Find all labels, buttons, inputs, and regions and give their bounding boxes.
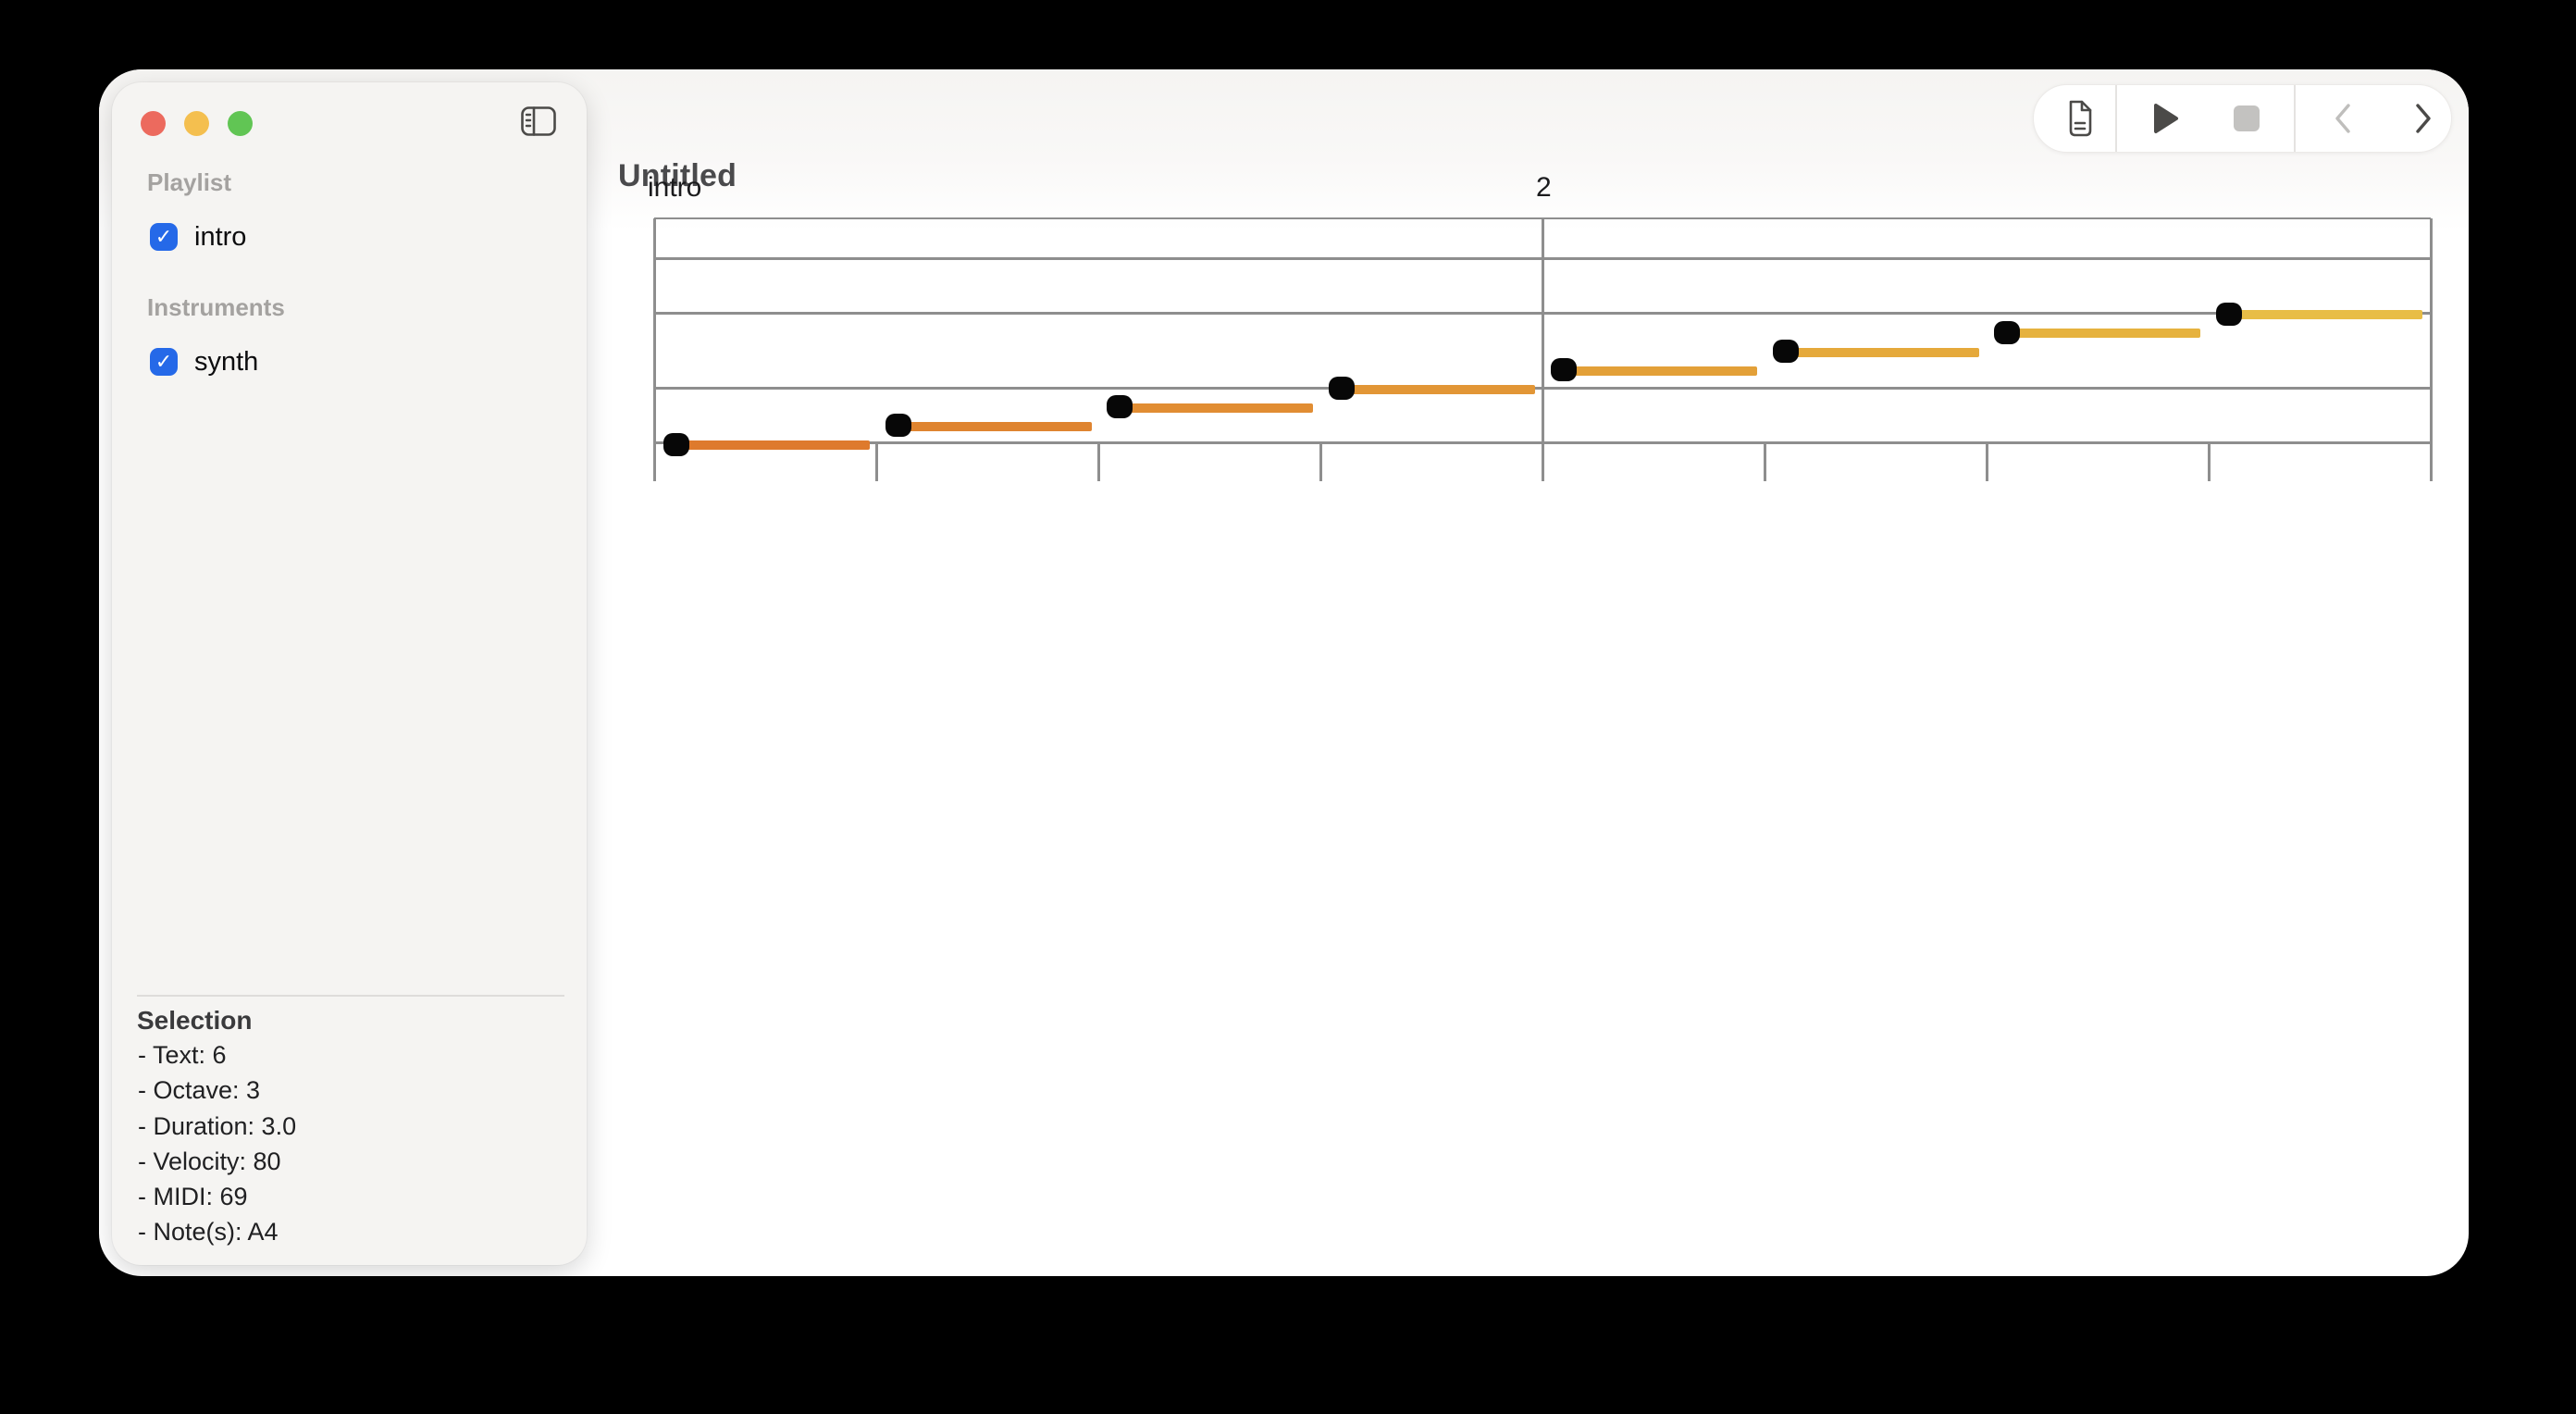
new-document-button[interactable]	[2043, 85, 2115, 152]
close-button[interactable]	[141, 111, 166, 136]
sidebar-toggle-button[interactable]	[521, 106, 556, 136]
sidebar-icon	[521, 106, 556, 136]
chevron-right-icon	[2413, 102, 2434, 135]
sidebar-item-intro[interactable]: ✓ intro	[150, 221, 246, 253]
grid-beat-tick	[1985, 442, 1988, 481]
play-button[interactable]	[2131, 85, 2201, 152]
toolbar	[2033, 84, 2452, 153]
back-button[interactable]	[2310, 85, 2376, 152]
note-B4[interactable]	[1994, 320, 2021, 344]
note-E4[interactable]	[1107, 395, 1133, 419]
checkbox-synth[interactable]: ✓	[150, 348, 178, 376]
grid-measure-line	[652, 218, 656, 481]
sidebar-section-header: Playlist	[147, 168, 232, 196]
note-C4[interactable]	[663, 432, 689, 456]
app-window: Untitled	[99, 69, 2469, 1276]
document-icon	[2064, 100, 2094, 137]
stop-button[interactable]	[2211, 85, 2282, 152]
note-bar-F4[interactable]	[1342, 384, 1536, 394]
ruler-label-2: 2	[1536, 172, 1552, 203]
selection-line: - MIDI: 69	[138, 1183, 248, 1211]
note-bar-E4[interactable]	[1120, 403, 1314, 413]
selection-details: - Text: 6 - Octave: 3 - Duration: 3.0 - Vel…	[138, 1037, 296, 1250]
grid-beat-tick	[1319, 442, 1322, 481]
page-title: Untitled	[618, 158, 737, 193]
grid-beat-tick	[874, 442, 878, 481]
checkbox-intro[interactable]: ✓	[150, 223, 178, 251]
selection-line: - Velocity: 80	[138, 1147, 281, 1175]
note-D4[interactable]	[885, 414, 911, 438]
grid-measure-line	[1541, 218, 1544, 481]
selection-line: - Octave: 3	[138, 1076, 261, 1105]
grid-hline	[654, 217, 2431, 219]
grid-beat-tick	[2207, 442, 2211, 481]
note-A4[interactable]	[1772, 340, 1799, 363]
selection-header: Selection	[137, 1006, 253, 1035]
sidebar-item-synth[interactable]: ✓ synth	[150, 346, 258, 378]
sidebar-section-header: Instruments	[147, 293, 285, 321]
note-bar-C5[interactable]	[2228, 310, 2422, 320]
toolbar-divider	[2115, 85, 2117, 152]
toolbar-divider	[2294, 85, 2296, 152]
sidebar-item-label: synth	[194, 346, 259, 377]
selection-line: - Note(s): A4	[138, 1218, 279, 1247]
forward-button[interactable]	[2390, 85, 2457, 152]
grid-beat-tick	[1763, 442, 1766, 481]
grid-measure-line	[2429, 218, 2433, 481]
selection-line: - Text: 6	[138, 1041, 227, 1069]
note-G4[interactable]	[1550, 358, 1577, 382]
ruler-label-intro: intro	[648, 172, 702, 203]
minimize-button[interactable]	[184, 111, 209, 136]
note-bar-B4[interactable]	[2007, 329, 2201, 339]
play-icon	[2153, 103, 2179, 134]
note-bar-D4[interactable]	[898, 421, 1092, 431]
divider	[137, 995, 564, 997]
chevron-left-icon	[2333, 102, 2353, 135]
grid-beat-tick	[1096, 442, 1100, 481]
stop-icon	[2234, 105, 2260, 131]
note-bar-A4[interactable]	[1785, 347, 1979, 357]
selection-line: - Duration: 3.0	[138, 1111, 297, 1140]
note-F4[interactable]	[1329, 377, 1356, 401]
zoom-button[interactable]	[228, 111, 253, 136]
note-bar-C4[interactable]	[676, 440, 870, 450]
sidebar-item-label: intro	[194, 221, 247, 252]
note-bar-G4[interactable]	[1563, 366, 1757, 376]
note-C5[interactable]	[2215, 302, 2242, 326]
sidebar: Playlist ✓ intro Instruments ✓ synth Selectio…	[112, 82, 587, 1265]
